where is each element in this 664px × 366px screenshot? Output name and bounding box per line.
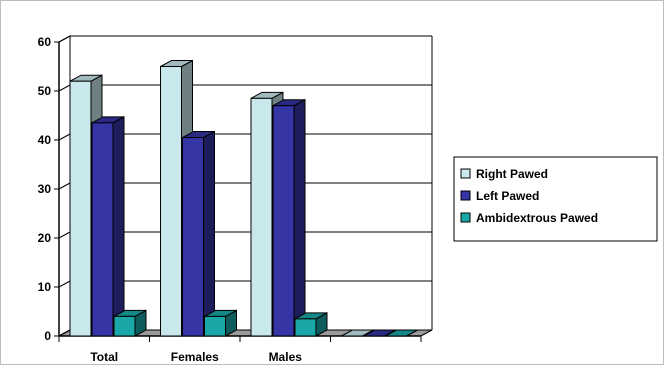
bar	[385, 329, 418, 337]
bar	[204, 309, 237, 337]
legend-swatch	[460, 190, 471, 201]
legend-label: Ambidextrous Pawed	[476, 211, 598, 225]
legend-swatch	[460, 168, 471, 179]
gridline-diagonal	[58, 280, 71, 288]
bars	[69, 59, 418, 337]
x-tick-label: Females	[171, 350, 219, 364]
bar-front	[160, 66, 182, 337]
bar-front	[91, 122, 114, 337]
bar-front	[250, 97, 273, 337]
y-tick-label: 10	[38, 280, 52, 294]
legend-swatch	[460, 212, 471, 223]
bar-front	[182, 137, 204, 337]
bar	[91, 116, 125, 337]
y-tick-label: 40	[38, 133, 52, 147]
bar-front	[294, 318, 317, 337]
legend-box	[453, 156, 658, 242]
y-tick-label: 50	[38, 84, 52, 98]
y-tick-labels: 0 10 20 30 40 50 60	[38, 35, 52, 343]
bar-front	[204, 315, 226, 337]
gridline-diagonal	[58, 182, 71, 190]
bar-top	[385, 329, 418, 337]
bar	[272, 98, 306, 337]
legend-label: Right Pawed	[476, 167, 548, 181]
x-tick-labels: Total Females Males	[90, 350, 302, 364]
gridline-diagonal	[58, 84, 71, 92]
bar-side	[293, 98, 306, 337]
y-tick-label: 60	[38, 35, 52, 49]
bar-front	[69, 80, 92, 337]
gridline-diagonal	[58, 35, 71, 43]
gridline-diagonal	[58, 329, 71, 337]
y-tick-label: 0	[44, 329, 51, 343]
legend-label: Left Pawed	[476, 189, 539, 203]
bar	[182, 130, 215, 337]
bar-side	[203, 130, 215, 337]
gridline-diagonal	[58, 133, 71, 141]
bar-side	[112, 116, 125, 337]
x-tick-label: Males	[269, 350, 303, 364]
bar-front	[272, 105, 295, 337]
bar-front	[113, 315, 136, 337]
y-tick-label: 20	[38, 231, 52, 245]
gridline-diagonal	[58, 231, 71, 239]
bar	[294, 312, 328, 337]
legend: Right Pawed Left Pawed Ambidextrous Pawed	[453, 156, 658, 242]
x-tick-label: Total	[90, 350, 118, 364]
bar	[113, 309, 147, 337]
y-tick-label: 30	[38, 182, 52, 196]
